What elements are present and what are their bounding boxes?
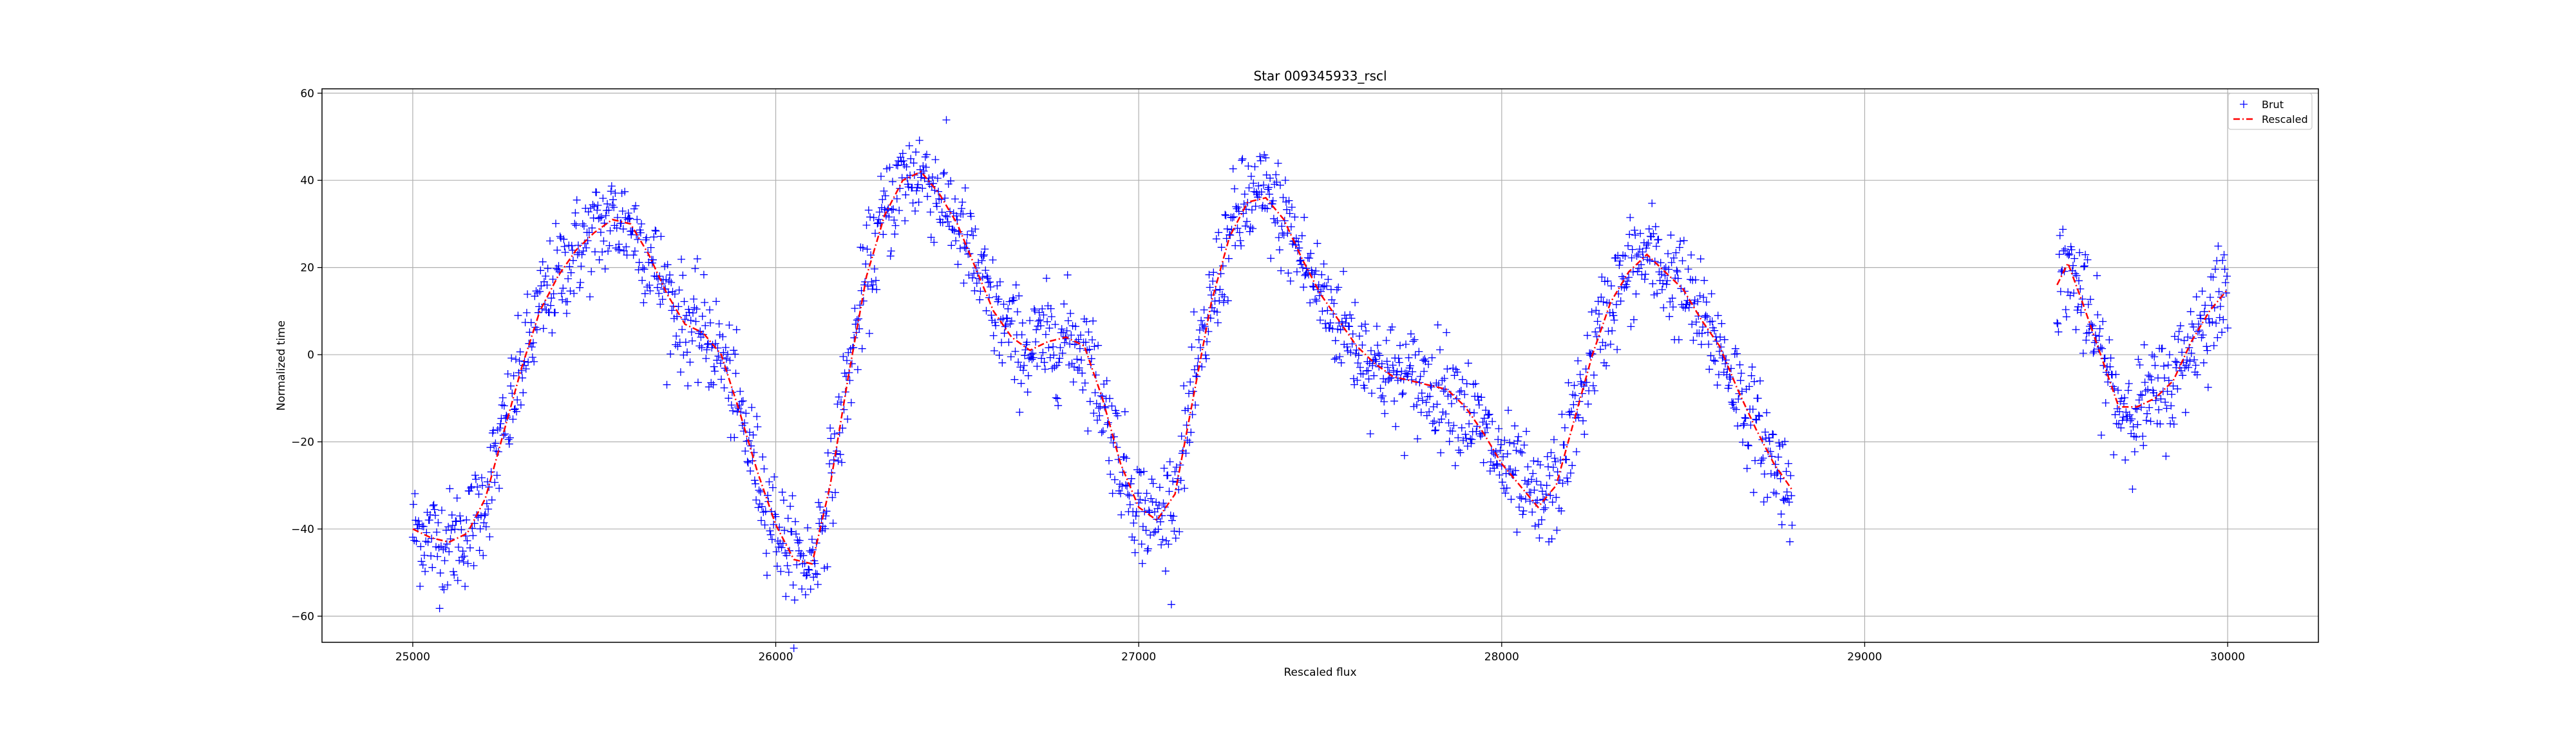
y-tick-label: 0 — [307, 349, 314, 362]
x-tick-label: 30000 — [2210, 651, 2245, 664]
rescaled-curve — [2056, 261, 2229, 408]
rescaled-curve — [412, 171, 1793, 565]
y-axis: 60 40 20 0 −20 −40 −60 — [291, 88, 322, 623]
legend-box — [2228, 93, 2313, 130]
x-tick-label: 27000 — [1121, 651, 1156, 664]
legend-plus-icon — [2240, 100, 2248, 108]
x-axis: 25000 26000 27000 28000 29000 30000 — [395, 642, 2245, 664]
y-tick-label: 60 — [300, 88, 314, 100]
x-tick-label: 25000 — [395, 651, 430, 664]
x-tick-label: 28000 — [1484, 651, 1519, 664]
x-axis-label: Rescaled flux — [1283, 666, 1356, 679]
plot-frame — [321, 88, 2319, 643]
legend-label-rescaled: Rescaled — [2262, 113, 2308, 126]
series-rescaled — [412, 171, 2229, 565]
brut-markers — [408, 116, 2232, 653]
x-tick-label: 26000 — [758, 651, 793, 664]
y-tick-label: −40 — [291, 523, 314, 536]
y-tick-label: −20 — [291, 436, 314, 449]
legend-brut-marker — [2240, 100, 2248, 108]
chart-title: Star 009345933_rscl — [1253, 68, 1387, 84]
legend-label-brut: Brut — [2262, 98, 2284, 111]
series-brut — [408, 116, 2232, 653]
y-tick-label: 20 — [300, 262, 314, 275]
legend: Brut Rescaled — [2228, 93, 2313, 130]
y-tick-label: 40 — [300, 174, 314, 187]
y-axis-label: Normalized time — [275, 321, 288, 411]
x-tick-label: 29000 — [1847, 651, 1882, 664]
y-tick-label: −60 — [291, 610, 314, 623]
